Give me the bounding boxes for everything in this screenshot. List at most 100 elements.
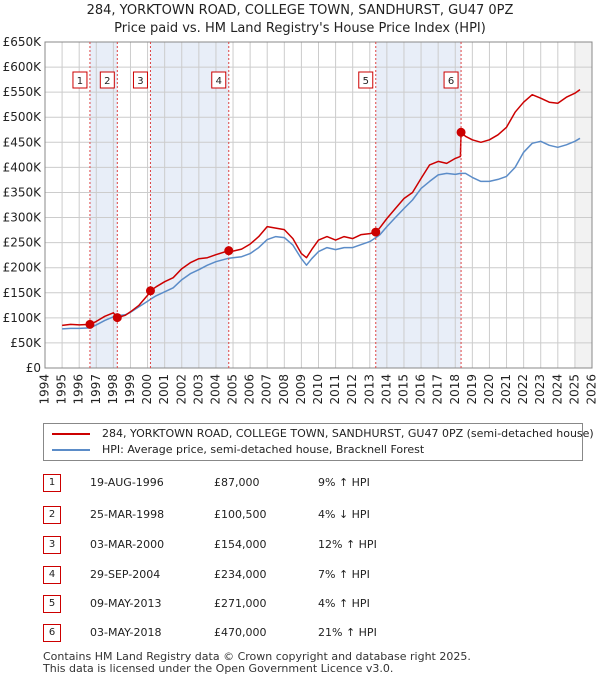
x-tick-label: 2010 <box>311 374 325 405</box>
x-tick-label: 2023 <box>533 374 547 405</box>
transaction-date: 25-MAR-1998 <box>90 508 165 521</box>
x-tick-label: 2011 <box>328 374 342 405</box>
x-tick-label: 1994 <box>38 374 52 405</box>
x-tick-label: 2000 <box>140 374 154 405</box>
x-tick-label: 2022 <box>516 374 530 405</box>
x-tick-label: 1995 <box>55 374 69 405</box>
x-tick-label: 2002 <box>174 374 188 405</box>
sale-label-box <box>211 71 227 89</box>
sale-label: 5 <box>363 76 369 87</box>
x-tick-label: 2015 <box>396 374 410 405</box>
x-tick-label: 2025 <box>567 374 581 405</box>
x-tick-label: 2018 <box>448 374 462 405</box>
plot-frame <box>44 41 593 369</box>
x-tick-label: 1999 <box>123 374 137 405</box>
price-chart: £0 £50K £100K £150K £200K £250K £300K £350K £400… <box>3 35 599 405</box>
transaction-number: 6 <box>43 624 61 642</box>
y-tick-label: £550K <box>3 85 43 99</box>
y-tick-label: £650K <box>3 35 43 49</box>
forecast-shade <box>574 42 592 368</box>
x-tick-label: 2012 <box>345 374 359 405</box>
sale-label: 2 <box>104 76 110 87</box>
chart-title: 284, YORKTOWN ROAD, COLLEGE TOWN, SANDHU… <box>86 3 514 18</box>
sale-label: 6 <box>448 76 454 87</box>
x-tick-label: 1997 <box>89 374 103 405</box>
table-row: 1 19-AUG-1996 £87,000 9% ↑ HPI <box>0 473 600 493</box>
legend-label-property: 284, YORKTOWN ROAD, COLLEGE TOWN, SANDHU… <box>102 427 594 440</box>
sale-label-box <box>358 71 374 89</box>
x-tick-label: 2020 <box>482 374 496 405</box>
y-tick-label: £0 <box>26 361 41 375</box>
x-tick-label: 1996 <box>72 374 86 405</box>
y-tick-label: £100K <box>3 311 43 325</box>
y-tick-label: £350K <box>3 185 43 199</box>
transaction-hpi-change: 12% ↑ HPI <box>318 538 377 551</box>
transaction-hpi-change: 21% ↑ HPI <box>318 626 377 639</box>
legend-label-hpi: HPI: Average price, semi-detached house,… <box>102 443 425 456</box>
transaction-hpi-change: 7% ↑ HPI <box>318 568 370 581</box>
y-tick-label: £250K <box>3 236 43 250</box>
transaction-hpi-change: 4% ↓ HPI <box>318 508 370 521</box>
sale-point <box>145 286 155 296</box>
sale-point <box>112 313 122 323</box>
sale-label-box <box>132 71 148 89</box>
transaction-number: 1 <box>43 474 61 492</box>
y-tick-label: £450K <box>3 135 43 149</box>
ownership-shade <box>150 42 229 368</box>
sale-label-box <box>72 71 88 89</box>
transaction-price: £234,000 <box>214 568 267 581</box>
x-tick-label: 2003 <box>191 374 205 405</box>
transaction-number: 5 <box>43 595 61 613</box>
transaction-price: £87,000 <box>214 476 260 489</box>
sale-label: 3 <box>137 76 143 87</box>
transaction-date: 29-SEP-2004 <box>90 568 161 581</box>
transaction-price: £100,500 <box>214 508 267 521</box>
footer-licence: This data is licensed under the Open Gov… <box>43 662 394 675</box>
sale-label: 4 <box>216 76 222 87</box>
transaction-hpi-change: 9% ↑ HPI <box>318 476 370 489</box>
sale-point <box>456 127 466 137</box>
y-tick-label: £500K <box>3 110 43 124</box>
y-tick-label: £150K <box>3 286 43 300</box>
y-tick-label: £50K <box>10 336 42 350</box>
x-tick-label: 2013 <box>362 374 376 405</box>
x-tick-label: 2001 <box>157 374 171 405</box>
transaction-date: 03-MAR-2000 <box>90 538 165 551</box>
table-row: 3 03-MAR-2000 £154,000 12% ↑ HPI <box>0 535 600 555</box>
x-tick-label: 1998 <box>106 374 120 405</box>
x-tick-label: 2026 <box>585 374 599 405</box>
transaction-date: 19-AUG-1996 <box>90 476 164 489</box>
sale-label: 1 <box>77 76 83 87</box>
sale-point <box>85 319 95 329</box>
y-tick-label: £600K <box>3 60 43 74</box>
y-tick-label: £300K <box>3 211 43 225</box>
x-tick-label: 2005 <box>226 374 240 405</box>
x-tick-label: 2006 <box>243 374 257 405</box>
x-tick-label: 2007 <box>260 374 274 405</box>
transaction-number: 3 <box>43 536 61 554</box>
x-tick-label: 2004 <box>208 374 222 405</box>
transaction-price: £154,000 <box>214 538 267 551</box>
footer-copyright: Contains HM Land Registry data © Crown c… <box>43 650 471 663</box>
chart-subtitle: Price paid vs. HM Land Registry's House … <box>114 21 486 36</box>
transaction-price: £271,000 <box>214 597 267 610</box>
legend-swatch-hpi <box>52 449 90 451</box>
x-tick-label: 2017 <box>431 374 445 405</box>
transaction-number: 2 <box>43 506 61 524</box>
hpi-line <box>62 137 581 330</box>
x-tick-label: 2016 <box>414 374 428 405</box>
x-tick-label: 2019 <box>465 374 479 405</box>
ownership-shade <box>375 42 462 368</box>
sale-point <box>224 246 234 256</box>
transaction-number: 4 <box>43 566 61 584</box>
transaction-hpi-change: 4% ↑ HPI <box>318 597 370 610</box>
table-row: 6 03-MAY-2018 £470,000 21% ↑ HPI <box>0 623 600 643</box>
x-tick-label: 2021 <box>499 374 513 405</box>
table-row: 5 09-MAY-2013 £271,000 4% ↑ HPI <box>0 594 600 614</box>
sale-label-box <box>443 71 459 89</box>
sale-label-box <box>99 71 115 89</box>
transaction-price: £470,000 <box>214 626 267 639</box>
transaction-date: 03-MAY-2018 <box>90 626 162 639</box>
sale-point <box>371 227 381 237</box>
y-tick-label: £200K <box>3 261 43 275</box>
